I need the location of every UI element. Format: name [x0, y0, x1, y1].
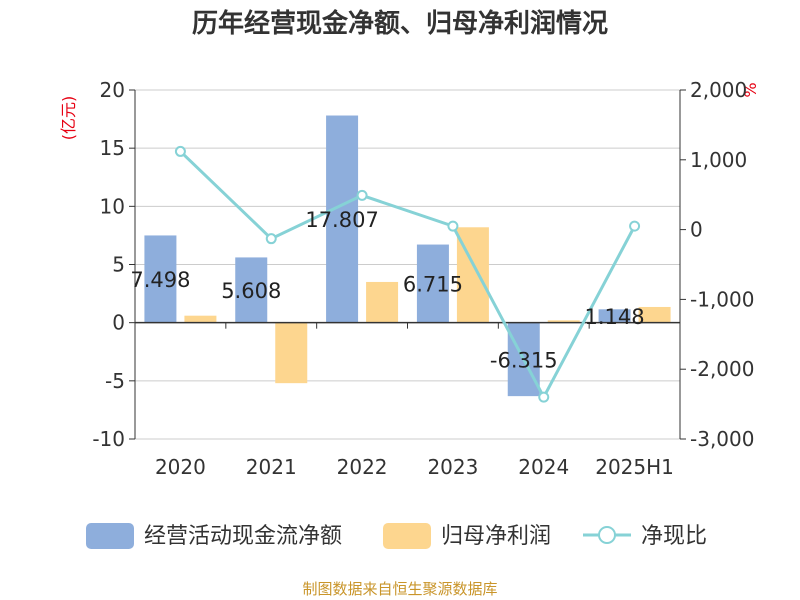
x-tick-label: 2022 — [337, 455, 388, 479]
ratio-line-path — [179, 150, 636, 401]
bar-operating-cashflow — [326, 115, 359, 323]
legend-label-net-profit: 归母净利润 — [441, 524, 551, 549]
left-tick-label: -10 — [92, 427, 125, 451]
legend-swatch-cashflow — [86, 523, 134, 549]
bar-operating-cashflow — [416, 244, 449, 323]
ratio-line-point — [447, 220, 459, 232]
axes: 20 15 10 5 0 -5 -10 2,000 1,000 0 -1,000 -2,000 -3,0… — [92, 78, 754, 479]
bars — [144, 115, 671, 397]
bar-net-profit — [275, 322, 308, 384]
legend: 经营活动现金流净额 归母净利润 净现比 — [86, 523, 707, 549]
bar-operating-cashflow — [598, 309, 631, 323]
ratio-line-point — [174, 145, 186, 157]
legend-swatch-net-profit — [383, 523, 431, 549]
cashflow-data-label: 5.608 — [221, 279, 281, 303]
bar-net-profit — [366, 281, 399, 323]
right-tick-label: -2,000 — [690, 357, 754, 381]
legend-label-cashflow: 经营活动现金流净额 — [144, 524, 342, 549]
left-tick-label: -5 — [105, 369, 125, 393]
x-tick-label: 2021 — [246, 455, 297, 479]
x-tick-label: 2024 — [518, 455, 569, 479]
bar-net-profit — [638, 306, 671, 323]
left-axis-unit: (亿元) — [59, 96, 78, 141]
cashflow-data-label: -6.315 — [490, 348, 558, 372]
left-tick-label: 0 — [112, 311, 125, 335]
left-tick-label: 15 — [100, 136, 125, 160]
chart-title: 历年经营现金净额、归母净利润情况 — [192, 8, 608, 39]
right-tick-label: 0 — [690, 218, 703, 242]
right-tick-label: -3,000 — [690, 427, 754, 451]
cashflow-data-label: 6.715 — [403, 273, 463, 297]
legend-marker-ratio — [598, 526, 616, 544]
cashflow-data-label: 7.498 — [130, 268, 190, 292]
source-note: 制图数据来自恒生聚源数据库 — [302, 580, 497, 598]
bar-net-profit — [184, 315, 217, 323]
left-tick-label: 10 — [100, 194, 125, 218]
left-tick-label: 5 — [112, 253, 125, 277]
bar-operating-cashflow — [235, 257, 268, 323]
right-tick-label: -1,000 — [690, 287, 754, 311]
ratio-line-point — [538, 391, 550, 403]
left-tick-label: 20 — [100, 78, 125, 102]
right-axis-unit: % — [741, 82, 760, 97]
legend-label-ratio: 净现比 — [641, 524, 707, 549]
ratio-line — [174, 145, 641, 403]
ratio-line-point — [629, 220, 641, 232]
right-tick-label: 2,000 — [690, 78, 747, 102]
grid — [135, 89, 680, 440]
bar-net-profit — [547, 320, 580, 323]
cashflow-data-label: 17.807 — [305, 208, 378, 232]
x-tick-label: 2023 — [427, 455, 478, 479]
bar-operating-cashflow — [144, 235, 177, 323]
cashflow-data-label: 1.148 — [585, 305, 645, 329]
data-labels: 7.498 5.608 17.807 6.715 -6.315 1.148 — [130, 208, 644, 372]
ratio-line-point — [265, 233, 277, 245]
x-tick-label: 2020 — [155, 455, 206, 479]
x-tick-label: 2025H1 — [595, 455, 674, 479]
ratio-line-point — [356, 189, 368, 201]
right-tick-label: 1,000 — [690, 148, 747, 172]
